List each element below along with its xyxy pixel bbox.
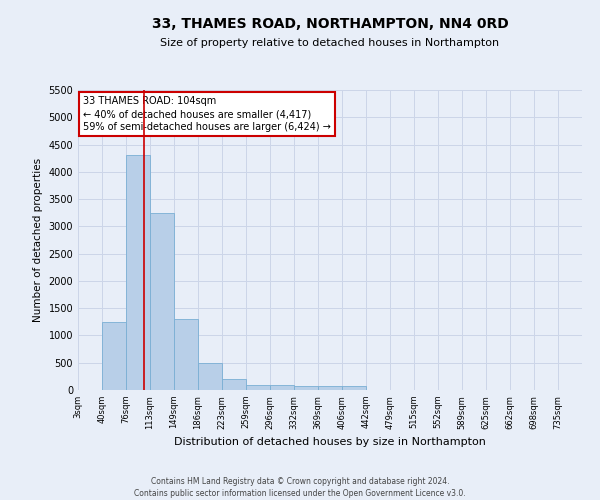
Bar: [342, 386, 366, 390]
Text: 33, THAMES ROAD, NORTHAMPTON, NN4 0RD: 33, THAMES ROAD, NORTHAMPTON, NN4 0RD: [152, 18, 508, 32]
Bar: [198, 362, 222, 390]
Bar: [222, 379, 246, 390]
Bar: [270, 384, 293, 390]
Bar: [150, 212, 173, 390]
Text: Contains HM Land Registry data © Crown copyright and database right 2024.
Contai: Contains HM Land Registry data © Crown c…: [134, 476, 466, 498]
Bar: [102, 322, 126, 390]
Y-axis label: Number of detached properties: Number of detached properties: [33, 158, 43, 322]
Bar: [126, 156, 150, 390]
Bar: [173, 319, 198, 390]
Text: 33 THAMES ROAD: 104sqm
← 40% of detached houses are smaller (4,417)
59% of semi-: 33 THAMES ROAD: 104sqm ← 40% of detached…: [83, 96, 331, 132]
Bar: [318, 386, 342, 390]
Text: Size of property relative to detached houses in Northampton: Size of property relative to detached ho…: [160, 38, 500, 48]
X-axis label: Distribution of detached houses by size in Northampton: Distribution of detached houses by size …: [174, 437, 486, 447]
Bar: [246, 384, 270, 390]
Bar: [293, 386, 318, 390]
